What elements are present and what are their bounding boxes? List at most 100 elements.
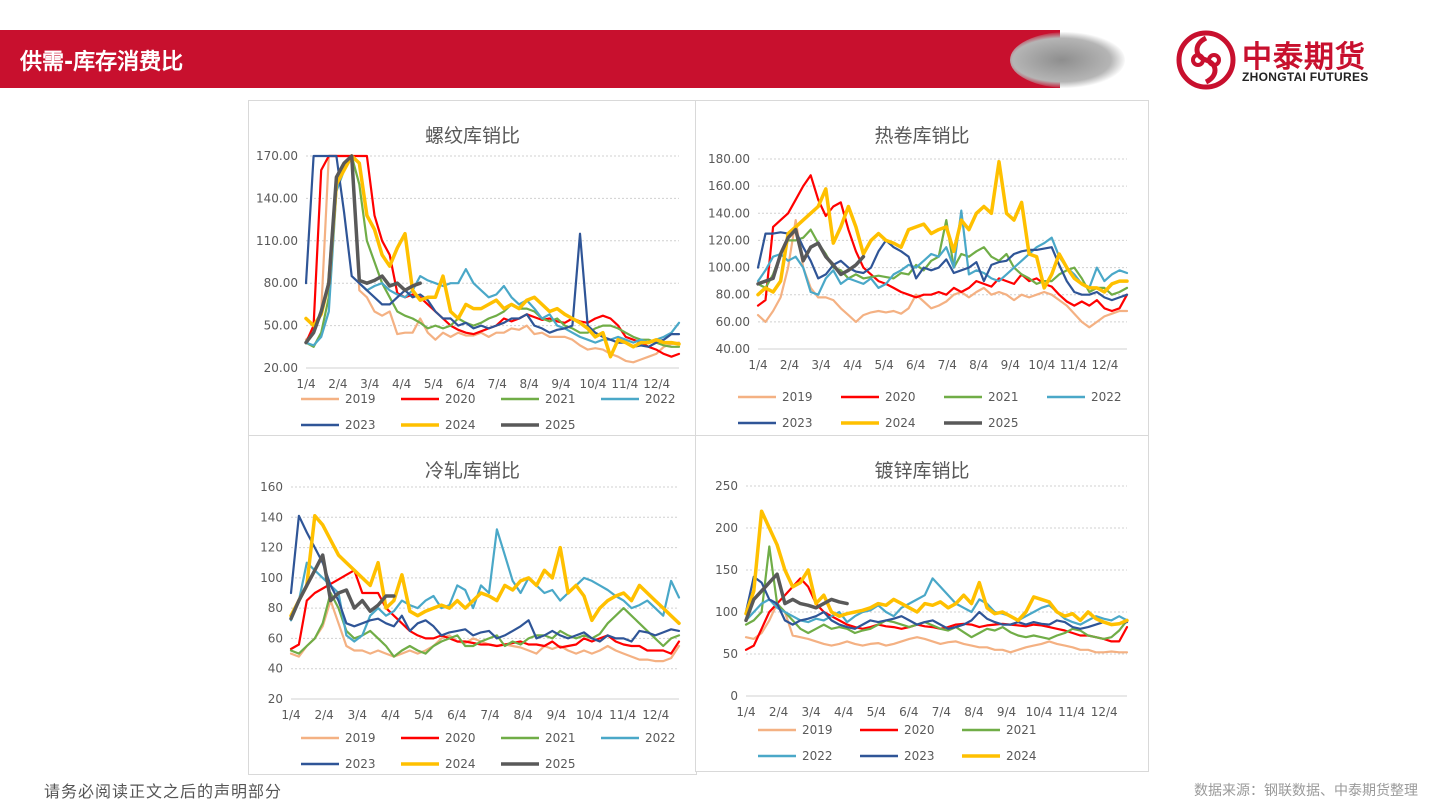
- chart-coldroll: 冷轧库销比 20 40 60 80 100 120 140 160 1/4 2/4 3/4 4/4 5/4…: [260, 460, 681, 771]
- x-tick-label: 12/4: [642, 708, 669, 722]
- legend-label-2019: 2019: [345, 392, 376, 406]
- x-tick-label: 5/4: [424, 377, 443, 391]
- legend-label-2022: 2022: [645, 731, 676, 745]
- legend-label-2021: 2021: [545, 731, 576, 745]
- x-tick-label: 11/4: [1060, 358, 1087, 372]
- chart-title: 螺纹库销比: [425, 125, 520, 147]
- legend-label-2022: 2022: [645, 392, 676, 406]
- y-tick-label: 100: [260, 571, 283, 585]
- legend-label-2019: 2019: [782, 390, 813, 404]
- y-tick-label: 40: [268, 662, 283, 676]
- banner-shadow-decoration: [1010, 32, 1125, 88]
- footer-source: 数据来源：钢联数据、中泰期货整理: [1194, 783, 1418, 799]
- y-tick-label: 40.00: [716, 342, 750, 356]
- x-tick-label: 10/4: [579, 377, 606, 391]
- legend-label-2024: 2024: [445, 757, 476, 771]
- x-tick-label: 12/4: [1091, 705, 1118, 719]
- legend-label-2019: 2019: [345, 731, 376, 745]
- series-line-2019: [756, 218, 1129, 329]
- series-line-2025: [756, 227, 866, 286]
- y-tick-label: 80.00: [716, 288, 750, 302]
- legend-label-2020: 2020: [445, 731, 476, 745]
- x-tick-label: 5/4: [867, 705, 886, 719]
- x-tick-label: 11/4: [1058, 705, 1085, 719]
- footer-disclaimer: 请务必阅读正文之后的声明部分: [44, 782, 283, 801]
- logo-name-en: ZHONGTAI FUTURES: [1242, 70, 1369, 84]
- x-tick-label: 1/4: [748, 358, 767, 372]
- x-tick-label: 3/4: [348, 708, 367, 722]
- x-tick-label: 6/4: [447, 708, 466, 722]
- legend-label-2021: 2021: [1006, 723, 1037, 737]
- x-tick-label: 10/4: [1026, 705, 1053, 719]
- y-tick-label: 100.00: [708, 261, 750, 275]
- legend-label-2020: 2020: [885, 390, 916, 404]
- chart-panel-coldroll: 冷轧库销比 20 40 60 80 100 120 140 160 1/4 2/4 3/4 4/4 5/4…: [248, 435, 697, 775]
- legend-label-2024: 2024: [445, 418, 476, 432]
- y-tick-label: 180.00: [708, 152, 750, 166]
- y-tick-label: 20: [268, 692, 283, 706]
- y-tick-label: 200: [715, 521, 738, 535]
- x-tick-label: 3/4: [811, 358, 830, 372]
- x-tick-label: 4/4: [843, 358, 862, 372]
- series-line-2025: [744, 572, 849, 623]
- x-tick-label: 7/4: [488, 377, 507, 391]
- x-tick-label: 12/4: [643, 377, 670, 391]
- x-tick-label: 11/4: [609, 708, 636, 722]
- series-line-2022: [304, 154, 681, 347]
- series-line-2020: [289, 569, 681, 655]
- series-line-2019: [289, 599, 681, 663]
- y-tick-label: 140.00: [708, 206, 750, 220]
- series-line-2025: [304, 154, 422, 345]
- y-tick-label: 160: [260, 480, 283, 494]
- series-line-2023: [756, 229, 1129, 302]
- x-tick-label: 6/4: [906, 358, 925, 372]
- x-tick-label: 1/4: [281, 708, 300, 722]
- x-tick-label: 7/4: [480, 708, 499, 722]
- x-tick-label: 1/4: [296, 377, 315, 391]
- chart-panel-hotcoil: 热卷库销比 40.00 60.00 80.00 100.00 120.00 140.00 16…: [695, 100, 1149, 437]
- series-line-2025: [289, 553, 396, 621]
- series-line-2021: [304, 154, 681, 348]
- x-tick-label: 9/4: [997, 705, 1016, 719]
- legend-label-2020: 2020: [445, 392, 476, 406]
- legend-label-2019: 2019: [802, 723, 833, 737]
- x-tick-label: 10/4: [576, 708, 603, 722]
- legend-label-2023: 2023: [345, 757, 376, 771]
- legend-label-2025: 2025: [988, 416, 1019, 430]
- chart-hotcoil: 热卷库销比 40.00 60.00 80.00 100.00 120.00 140.00 16…: [708, 125, 1129, 430]
- legend-label-2021: 2021: [988, 390, 1019, 404]
- header-banner: [0, 30, 1060, 88]
- x-tick-label: 2/4: [315, 708, 334, 722]
- x-tick-label: 8/4: [520, 377, 539, 391]
- y-tick-label: 50: [723, 647, 738, 661]
- y-tick-label: 60.00: [716, 315, 750, 329]
- legend-label-2023: 2023: [782, 416, 813, 430]
- x-tick-label: 4/4: [834, 705, 853, 719]
- x-tick-label: 12/4: [1091, 358, 1118, 372]
- series-line-2023: [289, 514, 681, 643]
- x-tick-label: 4/4: [381, 708, 400, 722]
- y-tick-label: 80: [268, 601, 283, 615]
- y-tick-label: 160.00: [708, 179, 750, 193]
- y-tick-label: 120: [260, 541, 283, 555]
- series-line-2024: [756, 159, 1129, 297]
- legend-label-2025: 2025: [545, 757, 576, 771]
- series-line-2024: [304, 154, 681, 359]
- x-tick-label: 8/4: [969, 358, 988, 372]
- x-tick-label: 9/4: [547, 708, 566, 722]
- x-tick-label: 1/4: [736, 705, 755, 719]
- series-line-2024: [289, 514, 681, 626]
- y-tick-label: 250: [715, 479, 738, 493]
- legend-label-2021: 2021: [545, 392, 576, 406]
- legend-label-2023: 2023: [345, 418, 376, 432]
- chart-panel-rebar: 螺纹库销比 20.00 50.00 80.00 110.00 140.00 170.00 1/…: [248, 100, 697, 437]
- x-tick-label: 4/4: [392, 377, 411, 391]
- chart-panel-galvanized: 镀锌库销比 0 50 100 150 200 250 1/4 2/4 3/4 4/4 5/4 6/4 7/…: [695, 435, 1149, 772]
- x-tick-label: 6/4: [456, 377, 475, 391]
- x-tick-label: 2/4: [780, 358, 799, 372]
- x-tick-label: 9/4: [551, 377, 570, 391]
- x-tick-label: 8/4: [964, 705, 983, 719]
- x-tick-label: 7/4: [938, 358, 957, 372]
- y-tick-label: 140: [260, 510, 283, 524]
- x-tick-label: 2/4: [769, 705, 788, 719]
